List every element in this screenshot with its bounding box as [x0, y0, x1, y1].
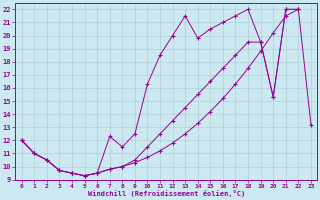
X-axis label: Windchill (Refroidissement éolien,°C): Windchill (Refroidissement éolien,°C) [88, 190, 245, 197]
